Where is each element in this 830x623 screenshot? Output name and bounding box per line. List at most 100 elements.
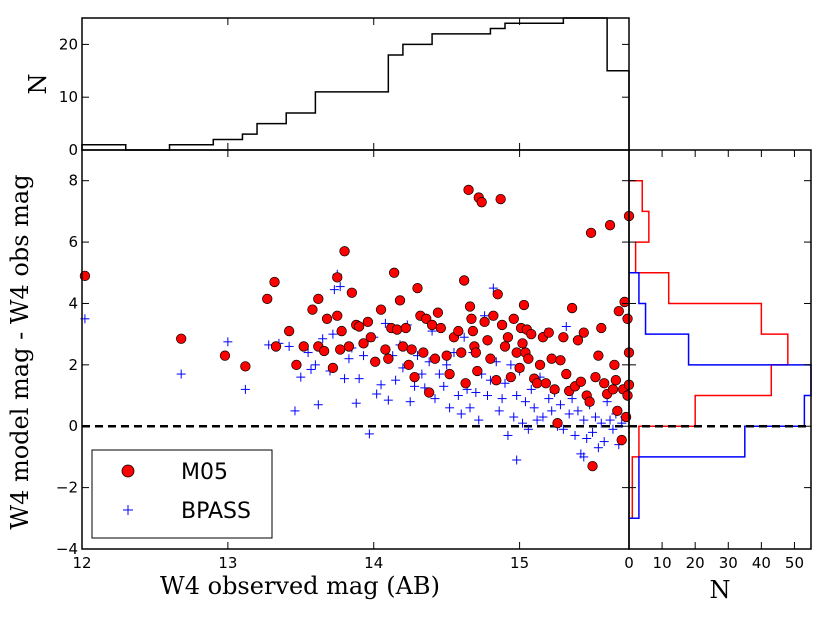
m05-point xyxy=(604,220,616,231)
bpass-point xyxy=(354,374,364,384)
m05-point xyxy=(432,307,444,318)
m05-point xyxy=(491,375,502,386)
bpass-point xyxy=(526,384,536,394)
m05-point xyxy=(389,267,400,278)
bpass-point xyxy=(599,437,609,447)
bpass-point xyxy=(520,397,530,407)
m05-point xyxy=(375,304,387,315)
y-tick-label: 0 xyxy=(68,417,78,435)
bpass-point xyxy=(329,285,339,295)
bpass-point xyxy=(465,403,475,413)
m05-point xyxy=(406,344,417,355)
m05-point xyxy=(467,325,479,337)
bpass-point xyxy=(372,389,382,399)
bpass-point xyxy=(608,424,618,434)
m05-point xyxy=(534,359,546,370)
legend: M05 BPASS xyxy=(91,449,273,539)
y-tick-label: 6 xyxy=(68,233,78,251)
legend-m05-label: M05 xyxy=(181,460,228,485)
m05-point xyxy=(262,293,273,305)
top-y-tick-label: 20 xyxy=(59,35,78,53)
m05-point xyxy=(313,293,324,305)
m05-point xyxy=(613,305,624,317)
bpass-point xyxy=(310,360,320,370)
top-histogram-marks xyxy=(81,17,630,151)
bpass-point xyxy=(351,398,361,408)
bpass-point xyxy=(605,415,615,425)
m05-point xyxy=(453,325,464,337)
m05-point xyxy=(464,301,476,312)
bpass-point xyxy=(442,360,452,370)
m05-point xyxy=(394,295,406,306)
bpass-point xyxy=(509,412,519,422)
scatter-ylabel: W4 model mag - W4 obs mag xyxy=(6,174,34,529)
bpass-point xyxy=(176,369,186,379)
m05-point xyxy=(612,405,623,417)
bpass-point xyxy=(561,321,571,331)
m05-point xyxy=(339,246,350,257)
m05-point xyxy=(593,350,604,361)
m05-point xyxy=(441,350,452,361)
m05-point xyxy=(561,368,572,380)
bpass-point xyxy=(405,397,415,407)
bpass-point xyxy=(567,394,577,404)
right-x-tick-label: 20 xyxy=(686,554,705,572)
bpass-point xyxy=(306,364,316,374)
bpass-point xyxy=(500,378,510,388)
m05-point xyxy=(555,355,566,366)
m05-point xyxy=(346,287,358,298)
bpass-point xyxy=(588,427,598,437)
bpass-point xyxy=(579,415,589,425)
m05-point xyxy=(307,304,318,315)
m05-point xyxy=(270,341,282,352)
m05-point xyxy=(335,344,346,355)
m05-point xyxy=(476,197,487,208)
x-tick-label: 12 xyxy=(72,554,91,572)
bpass-point xyxy=(547,406,557,416)
m05-point xyxy=(332,272,343,283)
top-y-tick-label: 0 xyxy=(68,141,78,159)
m05-point xyxy=(383,353,394,364)
bpass-point xyxy=(223,337,233,347)
y-tick-label: −2 xyxy=(56,479,78,497)
bpass-point xyxy=(318,334,328,344)
bpass-point xyxy=(471,387,481,397)
scatter-ticks: 12 13 14 15 −4 −2 0 2 4 6 8 xyxy=(56,150,629,572)
m05-point xyxy=(409,371,420,383)
m05-point xyxy=(575,376,587,387)
bpass-point xyxy=(410,381,420,391)
m05-point xyxy=(578,327,589,338)
right-histogram-m05-steps xyxy=(629,179,789,520)
bpass-point xyxy=(596,418,606,428)
legend-box xyxy=(91,449,273,539)
bpass-point xyxy=(593,443,603,453)
m05-point xyxy=(622,313,633,324)
m05-point xyxy=(269,276,280,288)
right-x-tick-label: 0 xyxy=(624,554,634,572)
m05-point xyxy=(353,321,365,332)
right-histogram-panel: 0 10 20 30 40 50 N xyxy=(624,149,812,604)
m05-point xyxy=(584,396,595,407)
bpass-point xyxy=(532,415,542,425)
m05-point xyxy=(622,390,633,401)
m05-point xyxy=(552,418,563,429)
bpass-point xyxy=(503,430,513,440)
m05-point xyxy=(327,362,339,374)
m05-point xyxy=(397,341,409,352)
scatter-panel: 12 13 14 15 −4 −2 0 2 4 6 8 W4 observed mag (AB) W… xyxy=(6,149,635,600)
right-x-tick-label: 10 xyxy=(653,554,672,572)
m05-point xyxy=(511,347,522,358)
bpass-point xyxy=(290,406,300,416)
bpass-point xyxy=(383,395,393,405)
m05-point xyxy=(403,359,414,370)
m05-point xyxy=(508,313,519,324)
m05-point xyxy=(609,359,620,370)
bpass-point xyxy=(328,329,338,339)
scatter-xlabel: W4 observed mag (AB) xyxy=(160,572,440,600)
bpass-point xyxy=(445,403,455,413)
m05-point xyxy=(472,365,483,377)
m05-point xyxy=(566,302,578,314)
legend-bpass-marker xyxy=(123,505,133,515)
top-histogram-steps xyxy=(81,17,630,151)
